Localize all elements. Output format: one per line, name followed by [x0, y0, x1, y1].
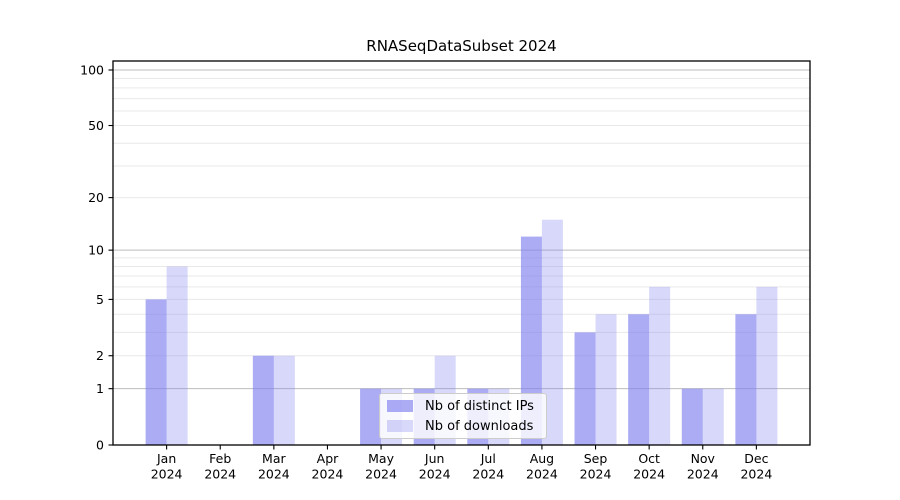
bar-mar-downloads [273, 355, 295, 445]
x-tick-label: Oct 2024 [633, 451, 665, 482]
x-tick-label: Jul 2024 [472, 451, 504, 482]
legend: Nb of distinct IPs Nb of downloads [379, 393, 547, 439]
x-tick-label: Sep 2024 [580, 451, 612, 482]
bar-jan-downloads [166, 266, 188, 445]
legend-swatch-downloads [387, 420, 413, 432]
bar-sep-downloads [595, 314, 617, 445]
legend-item-distinct-ips: Nb of distinct IPs [387, 399, 538, 414]
bar-nov-distinct-ips [681, 388, 703, 445]
x-tick-label: Nov 2024 [687, 451, 719, 482]
bar-oct-downloads [649, 286, 671, 445]
x-tick-label: Jan 2024 [151, 451, 183, 482]
bar-jan-distinct-ips [145, 299, 167, 445]
y-tick-label: 10 [88, 243, 104, 258]
bar-mar-distinct-ips [252, 355, 274, 445]
y-tick-label: 1 [96, 381, 104, 396]
legend-item-downloads: Nb of downloads [387, 419, 538, 434]
x-tick-label: Jun 2024 [419, 451, 451, 482]
bar-sep-distinct-ips [574, 332, 596, 445]
x-tick-label: Mar 2024 [258, 451, 290, 482]
legend-swatch-distinct-ips [387, 400, 413, 412]
x-tick-label: Dec 2024 [740, 451, 772, 482]
legend-label-distinct-ips: Nb of distinct IPs [425, 398, 534, 414]
axes-spines [112, 60, 811, 446]
bar-aug-distinct-ips [520, 236, 542, 445]
y-tick-label: 20 [88, 190, 104, 205]
y-tick-label: 50 [88, 118, 104, 133]
legend-label-downloads: Nb of downloads [425, 418, 534, 434]
bar-dec-distinct-ips [735, 314, 757, 445]
bar-oct-distinct-ips [628, 314, 650, 445]
bar-aug-downloads [541, 219, 563, 445]
x-tick-label: May 2024 [365, 451, 397, 482]
bar-nov-downloads [702, 388, 724, 445]
bar-may-distinct-ips [360, 388, 382, 445]
y-tick-label: 2 [96, 348, 104, 363]
x-tick-label: Aug 2024 [526, 451, 558, 482]
x-tick-label: Apr 2024 [312, 451, 344, 482]
chart-title: RNASeqDataSubset 2024 [366, 37, 557, 55]
x-tick-label: Feb 2024 [204, 451, 236, 482]
bar-dec-downloads [756, 286, 778, 445]
y-tick-label: 0 [96, 438, 104, 453]
y-tick-label: 5 [96, 292, 104, 307]
y-tick-label: 100 [80, 62, 104, 77]
